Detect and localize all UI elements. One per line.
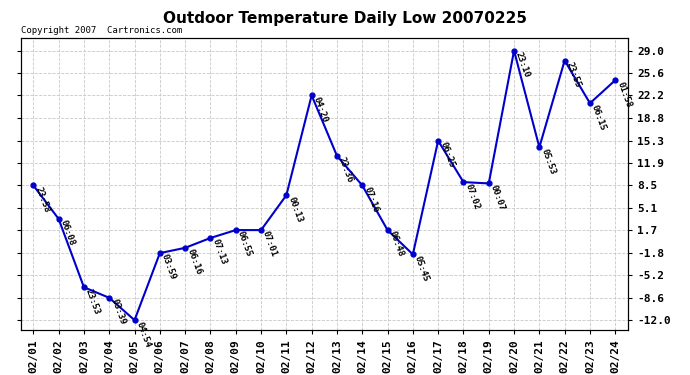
Text: 00:13: 00:13 — [286, 195, 304, 223]
Text: 23:10: 23:10 — [514, 51, 532, 79]
Text: 06:55: 06:55 — [236, 230, 253, 258]
Text: 05:53: 05:53 — [540, 147, 557, 176]
Text: 23:58: 23:58 — [33, 185, 51, 214]
Text: 07:02: 07:02 — [464, 182, 481, 210]
Text: 23:55: 23:55 — [564, 60, 582, 89]
Text: 03:39: 03:39 — [109, 298, 127, 326]
Text: Copyright 2007  Cartronics.com: Copyright 2007 Cartronics.com — [21, 26, 182, 34]
Text: 23:53: 23:53 — [84, 287, 101, 316]
Text: 06:48: 06:48 — [388, 230, 405, 258]
Text: 06:15: 06:15 — [590, 103, 608, 132]
Text: 03:59: 03:59 — [160, 253, 177, 281]
Text: 07:16: 07:16 — [362, 185, 380, 214]
Text: 06:08: 06:08 — [59, 219, 77, 247]
Text: 23:36: 23:36 — [337, 156, 355, 184]
Text: 07:01: 07:01 — [261, 230, 279, 258]
Text: 04:20: 04:20 — [312, 95, 329, 124]
Text: 07:13: 07:13 — [210, 238, 228, 266]
Text: Outdoor Temperature Daily Low 20070225: Outdoor Temperature Daily Low 20070225 — [163, 11, 527, 26]
Text: 00:07: 00:07 — [489, 183, 506, 212]
Text: 01:58: 01:58 — [615, 80, 633, 108]
Text: 04:54: 04:54 — [135, 320, 152, 348]
Text: 06:16: 06:16 — [185, 248, 203, 276]
Text: 05:45: 05:45 — [413, 254, 431, 283]
Text: 06:25: 06:25 — [438, 141, 456, 169]
